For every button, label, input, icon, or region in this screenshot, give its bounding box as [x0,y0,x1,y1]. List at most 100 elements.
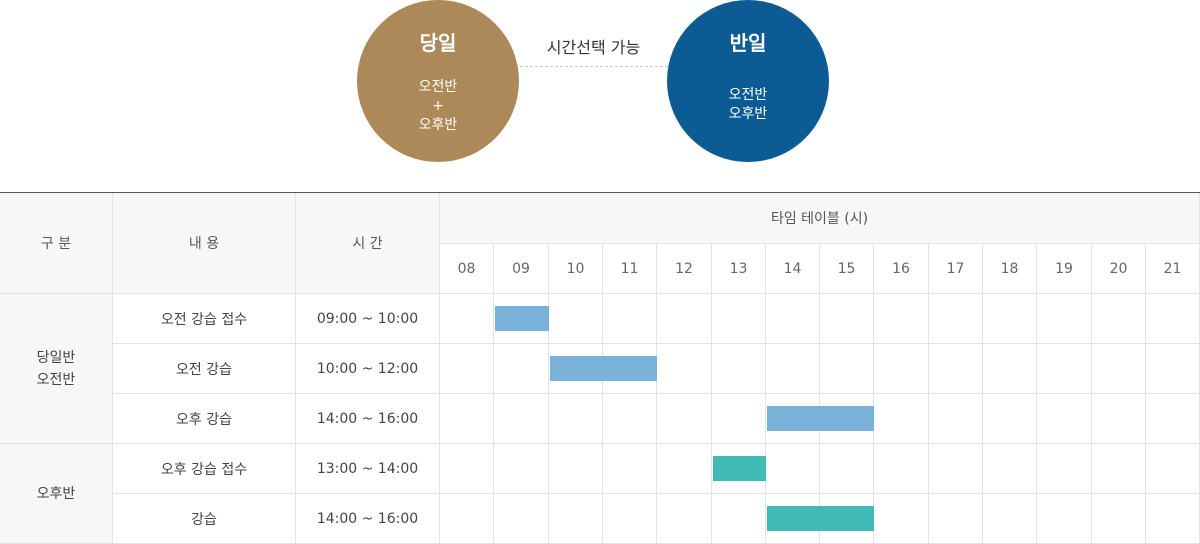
timetable-cell [603,494,657,544]
timetable-cell [1037,344,1092,394]
timetable: 구 분 내 용 시 간 타임 테이블 (시) 08 09 10 11 12 13 14 15 1… [0,192,1200,544]
timetable-cell [766,294,820,344]
timetable-cell [1037,294,1092,344]
header-content: 내 용 [113,193,296,294]
timetable-cell [929,294,983,344]
schedule-bar [767,506,874,531]
timetable-cell [820,344,874,394]
class-type-overview: 당일 오전반 + 오후반 시간선택 가능 반일 오전반 오후반 [0,0,1200,192]
group-label: 오후반 [0,444,113,544]
header-time: 시 간 [296,193,440,294]
timetable-cell [549,494,603,544]
timetable-cell [712,294,766,344]
timetable-cell [712,494,766,544]
timetable-cell [440,494,494,544]
hour-header: 09 [494,244,549,294]
timetable-cell [1092,294,1146,344]
hour-header: 16 [874,244,929,294]
row-time: 09:00 ~ 10:00 [296,294,440,344]
row-time: 14:00 ~ 16:00 [296,394,440,444]
timetable-cell [494,444,549,494]
same-day-line: + [432,98,444,114]
timetable-cell [766,344,820,394]
hour-header: 19 [1037,244,1092,294]
timetable-cell [657,494,712,544]
timetable-cell [440,444,494,494]
hour-header: 15 [820,244,874,294]
timetable-cell [440,294,494,344]
hour-header: 14 [766,244,820,294]
timetable-cell [712,344,766,394]
timetable-cell [983,394,1037,444]
hour-header: 12 [657,244,712,294]
row-time: 10:00 ~ 12:00 [296,344,440,394]
group-label-line: 당일반 [36,349,76,366]
half-day-title: 반일 [729,31,767,55]
timetable-cell [657,394,712,444]
row-content: 오후 강습 접수 [113,444,296,494]
same-day-line: 오후반 [418,117,458,133]
half-day-line: 오후반 [728,106,768,122]
timetable-cell [1037,394,1092,444]
timetable-cell [1146,344,1200,394]
hour-header: 20 [1092,244,1146,294]
row-time: 13:00 ~ 14:00 [296,444,440,494]
schedule-bar [713,456,766,481]
timetable-cell [440,394,494,444]
timetable-cell [929,394,983,444]
timetable-cell [1092,394,1146,444]
timetable-cell [494,394,549,444]
timetable-cell [549,444,603,494]
timetable-cell [874,444,929,494]
header-category: 구 분 [0,193,113,294]
timetable-cell [657,444,712,494]
hour-header: 11 [603,244,657,294]
row-content: 오전 강습 [113,344,296,394]
timetable-cell [983,294,1037,344]
timetable-cell [929,444,983,494]
same-day-title: 당일 [419,31,457,55]
row-content: 오전 강습 접수 [113,294,296,344]
schedule-bar [495,306,549,331]
group-label-line: 오전반 [36,371,76,388]
timetable-cell [657,294,712,344]
timetable-cell [874,394,929,444]
timetable-cell [820,294,874,344]
timetable-cell [1146,394,1200,444]
same-day-description: 오전반 + 오후반 [357,78,519,135]
hour-header: 08 [440,244,494,294]
timetable-cell [1092,444,1146,494]
timetable-cell [1146,294,1200,344]
timetable-cell [1037,494,1092,544]
timetable-cell [929,494,983,544]
connector-line [360,66,828,67]
timetable-cell [983,444,1037,494]
timetable-cell [1092,494,1146,544]
timetable-cell [657,344,712,394]
timetable-cell [549,294,603,344]
timetable-cell [494,344,549,394]
timetable-cell [712,394,766,444]
timetable-cell [874,344,929,394]
half-day-description: 오전반 오후반 [667,86,829,124]
row-content: 오후 강습 [113,394,296,444]
row-time: 14:00 ~ 16:00 [296,494,440,544]
timetable-cell [1037,444,1092,494]
timetable-cell [603,444,657,494]
timetable-cell [1146,444,1200,494]
hour-header: 17 [929,244,983,294]
timetable-cell [983,344,1037,394]
timetable-cell [549,394,603,444]
time-selectable-label: 시간선택 가능 [546,38,641,57]
row-content: 강습 [113,494,296,544]
hour-header: 21 [1146,244,1200,294]
timetable-cell [874,494,929,544]
timetable-cell [929,344,983,394]
timetable-cell [440,344,494,394]
timetable-cell [820,444,874,494]
timetable-cell [766,444,820,494]
same-day-line: 오전반 [418,79,458,95]
timetable-cell [603,294,657,344]
timetable-cell [1146,494,1200,544]
